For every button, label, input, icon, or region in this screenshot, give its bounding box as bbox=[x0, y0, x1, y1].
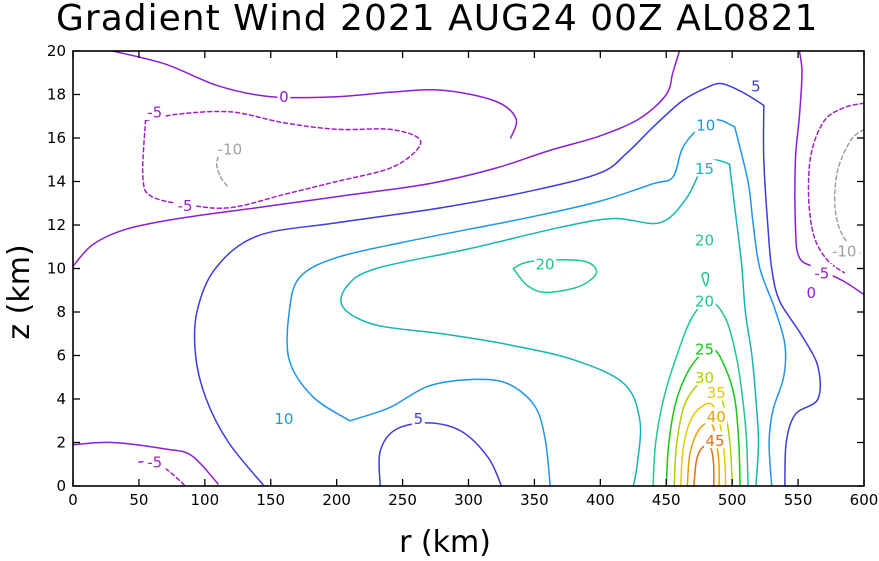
y-axis: 0 2 4 6 8 10 12 14 16 18 20 bbox=[47, 42, 864, 495]
y-tick-label: 10 bbox=[47, 260, 66, 278]
y-tick-label: 0 bbox=[56, 477, 66, 495]
contour-label-bg bbox=[804, 283, 818, 301]
x-tick-label: 250 bbox=[388, 491, 417, 509]
contour-label-bg bbox=[693, 159, 716, 177]
contour-label-bg bbox=[174, 196, 197, 214]
y-tick-label: 4 bbox=[56, 390, 66, 408]
x-tick-label: 400 bbox=[586, 491, 615, 509]
contour-label: 5 bbox=[751, 77, 761, 95]
contour-label: 5 bbox=[414, 410, 424, 428]
contour-label: 10 bbox=[696, 116, 715, 134]
contour-label-bg bbox=[693, 340, 716, 357]
contour-line-0 bbox=[794, 50, 865, 296]
contour-label: 35 bbox=[707, 384, 726, 402]
contour-label: -5 bbox=[147, 454, 162, 472]
contour-label: -10 bbox=[218, 140, 243, 158]
contour-label: 20 bbox=[695, 293, 714, 311]
contour-label-bg bbox=[411, 409, 425, 427]
x-tick-label: 100 bbox=[191, 491, 220, 509]
chart-title: Gradient Wind 2021 AUG24 00Z AL0821 bbox=[56, 0, 818, 39]
contour-label-bg bbox=[143, 102, 166, 120]
y-tick-label: 8 bbox=[56, 303, 66, 321]
x-tick-label: 600 bbox=[850, 491, 879, 509]
contour-label-bg bbox=[693, 292, 716, 310]
x-tick-label: 350 bbox=[520, 491, 549, 509]
contour-label-bg bbox=[828, 242, 860, 260]
contour-line-5 bbox=[762, 104, 822, 487]
contour-line-15 bbox=[340, 158, 731, 487]
contour-label: -5 bbox=[178, 197, 193, 215]
y-tick-label: 12 bbox=[47, 216, 66, 234]
x-tick-label: 300 bbox=[454, 491, 483, 509]
contour-label: 45 bbox=[705, 432, 724, 450]
x-tick-label: 150 bbox=[256, 491, 285, 509]
contour-label-bg bbox=[749, 76, 763, 94]
contour-label: 25 bbox=[695, 341, 714, 359]
contour-line-10 bbox=[286, 118, 736, 422]
contour-line-0 bbox=[111, 50, 518, 139]
x-tick-label: 200 bbox=[322, 491, 351, 509]
contour-line--5 bbox=[807, 102, 865, 274]
contour-line-15 bbox=[728, 163, 760, 487]
contour-label-bg bbox=[277, 87, 291, 105]
contour-label-bg bbox=[704, 431, 726, 449]
x-tick-label: 550 bbox=[784, 491, 813, 509]
contour-line-45 bbox=[693, 445, 715, 487]
contour-label-bg bbox=[534, 255, 556, 273]
y-tick-label: 20 bbox=[47, 42, 66, 60]
contour-label-bg bbox=[705, 407, 728, 425]
contour-line-35 bbox=[680, 402, 727, 487]
y-tick-label: 6 bbox=[56, 347, 66, 365]
x-axis-title: r (km) bbox=[399, 525, 491, 560]
contour-line--5 bbox=[141, 110, 422, 210]
x-tick-label: 50 bbox=[129, 491, 148, 509]
x-tick-label: 500 bbox=[718, 491, 747, 509]
contour-label: 40 bbox=[707, 408, 726, 426]
contour-label-bg bbox=[272, 409, 295, 427]
contour-label-bg bbox=[693, 231, 716, 249]
contour-line-5 bbox=[193, 82, 765, 487]
contour-line-10 bbox=[349, 378, 551, 487]
contour-label: -5 bbox=[814, 264, 829, 282]
y-tick-label: 14 bbox=[47, 173, 66, 191]
contour-label: 10 bbox=[274, 410, 293, 428]
contour-label-bg bbox=[705, 383, 728, 401]
contour-label-bg bbox=[143, 453, 166, 471]
contour-line--10 bbox=[833, 128, 865, 255]
contour-label: 15 bbox=[695, 160, 714, 178]
y-axis-title: z (km) bbox=[2, 244, 37, 339]
contour-label: -10 bbox=[832, 243, 857, 261]
contour-label-bg bbox=[810, 263, 833, 281]
contour-label: 0 bbox=[279, 88, 289, 106]
contour-label-bg bbox=[694, 115, 717, 133]
x-tick-label: 450 bbox=[652, 491, 681, 509]
contour-line-5 bbox=[378, 422, 503, 487]
y-tick-label: 18 bbox=[47, 86, 66, 104]
y-tick-label: 16 bbox=[47, 129, 66, 147]
contour-label: 20 bbox=[695, 232, 714, 250]
contour-label: 30 bbox=[695, 369, 714, 387]
contour-line-10 bbox=[734, 126, 787, 487]
contour-line-0 bbox=[72, 50, 681, 268]
contour-label-bg bbox=[214, 139, 246, 157]
y-tick-label: 2 bbox=[56, 434, 66, 452]
contour-line-20 bbox=[701, 272, 710, 287]
contour-line-0 bbox=[72, 441, 219, 485]
contour-label: 20 bbox=[535, 256, 554, 274]
contour-label: 0 bbox=[807, 284, 817, 302]
contour-lines bbox=[72, 50, 865, 487]
contour-label-bg bbox=[693, 368, 716, 386]
contour-label: -5 bbox=[147, 103, 162, 121]
x-tick-label: 0 bbox=[68, 491, 78, 509]
x-axis: 0 50 100 150 200 250 300 350 400 450 500 550 600 bbox=[68, 51, 878, 509]
